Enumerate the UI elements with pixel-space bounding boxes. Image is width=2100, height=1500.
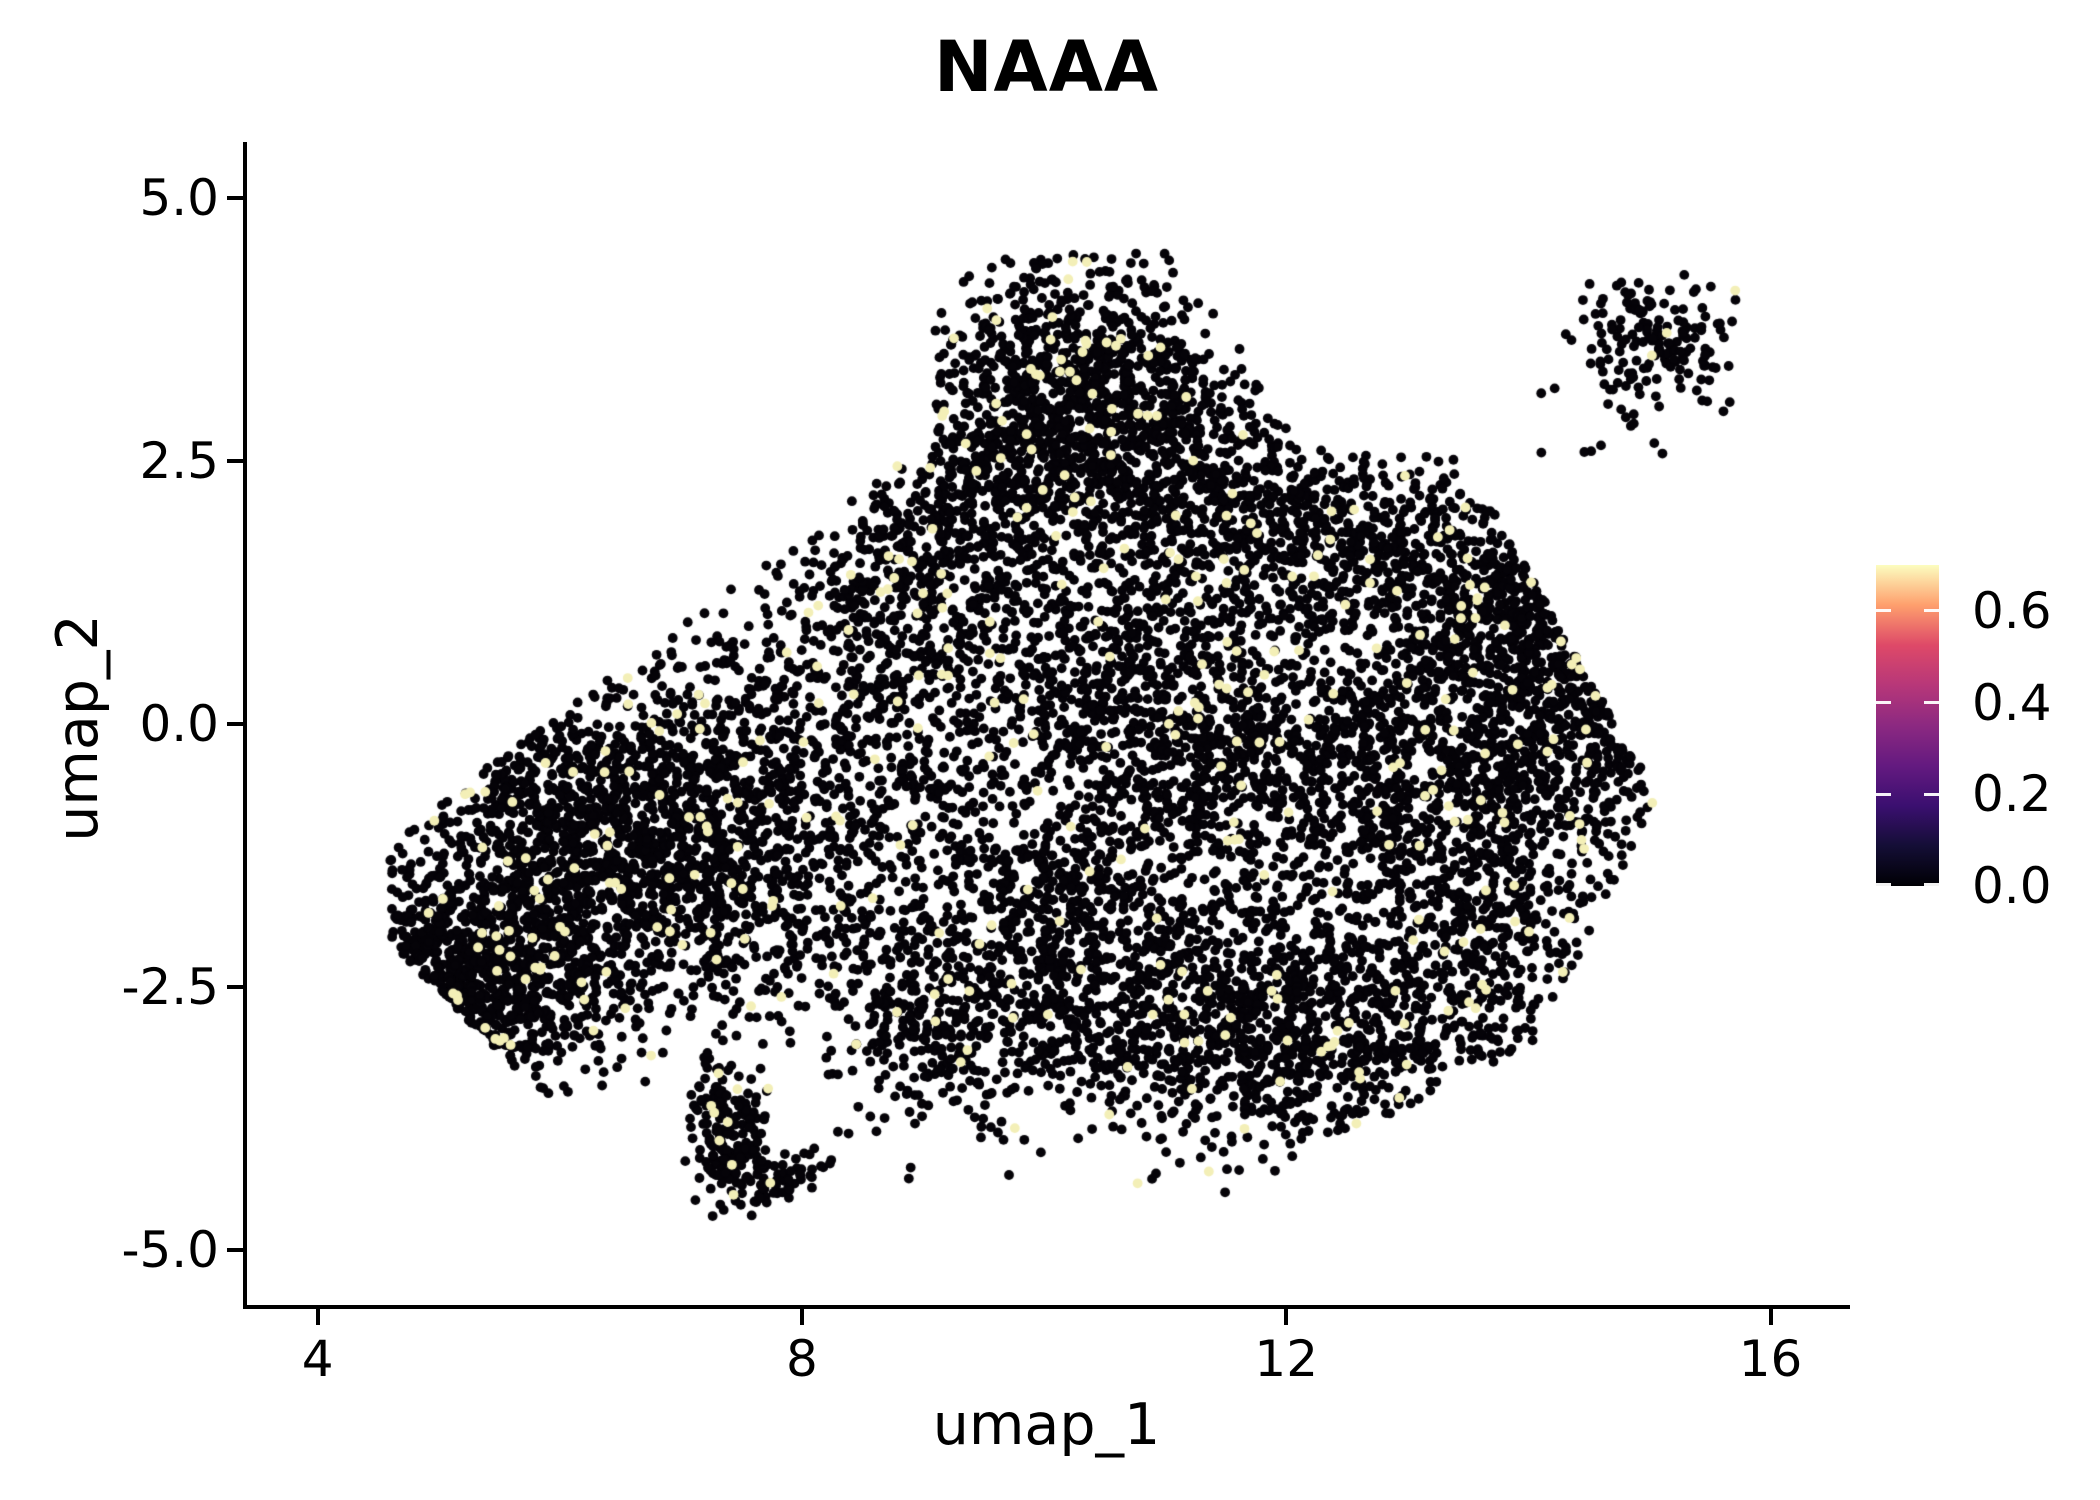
colorbar-tick-mark — [1876, 883, 1891, 886]
scatter-plot-canvas — [245, 142, 1848, 1305]
colorbar-tick-label: 0.6 — [1972, 581, 2052, 640]
y-axis-title: umap_2 — [45, 614, 111, 842]
y-axis-spine — [243, 142, 247, 1309]
y-tick-label: 2.5 — [139, 431, 219, 490]
colorbar-tick-mark — [1924, 792, 1939, 796]
y-tick-mark — [227, 195, 245, 200]
x-axis-title: umap_1 — [932, 1392, 1161, 1458]
y-tick-mark — [227, 722, 245, 727]
colorbar-tick-mark — [1876, 701, 1891, 705]
colorbar-tick-label: 0.4 — [1972, 673, 2052, 732]
x-axis-spine — [243, 1305, 1850, 1309]
colorbar-tick-mark — [1924, 701, 1939, 705]
x-tick-mark — [315, 1309, 320, 1325]
colorbar-tick-mark — [1876, 792, 1891, 796]
x-tick-label: 4 — [301, 1330, 334, 1388]
colorbar-tick-mark — [1924, 609, 1939, 613]
y-tick-label: 0.0 — [139, 695, 219, 754]
x-tick-label: 12 — [1254, 1330, 1319, 1388]
y-tick-mark — [227, 1248, 245, 1253]
x-tick-mark — [799, 1309, 804, 1325]
colorbar-tick-label: 0.0 — [1972, 857, 2052, 915]
x-tick-label: 8 — [786, 1330, 818, 1388]
plot-title: NAAA — [933, 26, 1160, 108]
colorbar-tick-mark — [1924, 883, 1939, 886]
colorbar-tick-mark — [1876, 609, 1891, 613]
x-tick-label: 16 — [1738, 1330, 1803, 1388]
expression-colorbar — [1876, 565, 1939, 886]
colorbar-tick-label: 0.2 — [1972, 765, 2052, 824]
y-tick-mark — [227, 985, 245, 990]
x-tick-mark — [1284, 1309, 1289, 1325]
y-tick-label: 5.0 — [139, 168, 219, 227]
y-tick-label: -2.5 — [121, 958, 219, 1017]
y-tick-label: -5.0 — [121, 1221, 219, 1280]
x-tick-mark — [1768, 1309, 1773, 1325]
y-tick-mark — [227, 458, 245, 463]
